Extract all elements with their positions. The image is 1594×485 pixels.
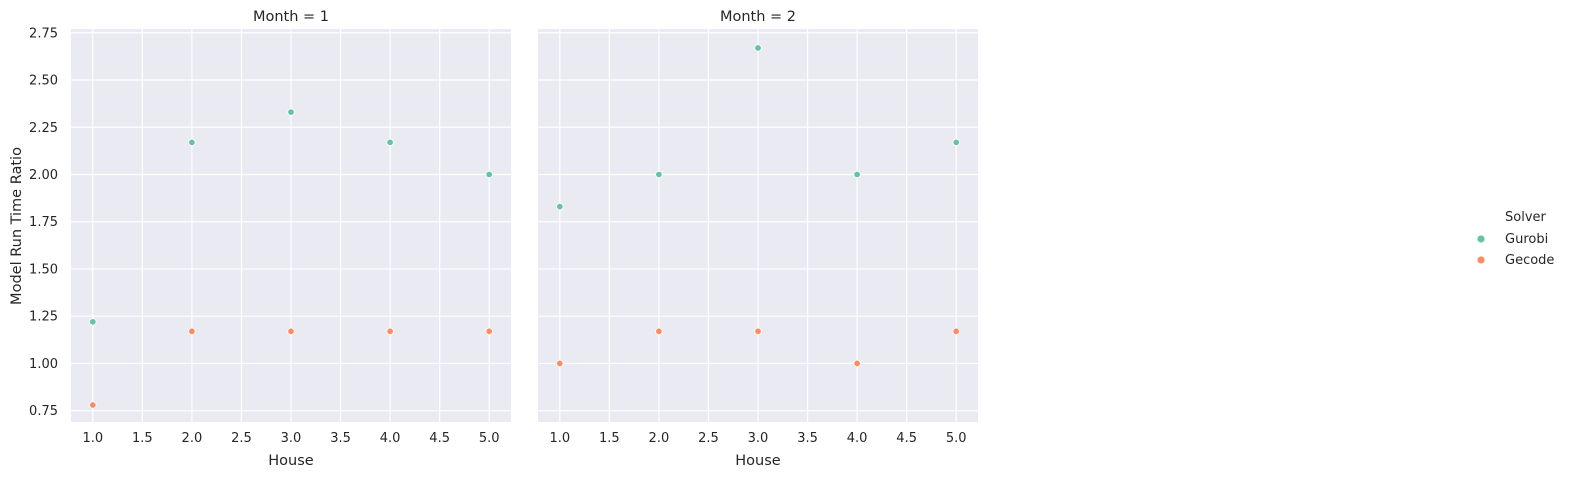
series-gurobi: [89, 108, 493, 326]
series-gurobi: [556, 44, 960, 211]
facet-title: Month = 1: [253, 9, 329, 25]
data-point-gecode: [853, 359, 861, 368]
data-point-gurobi: [853, 170, 861, 179]
gridlines: [71, 29, 511, 422]
y-axis-label: Model Run Time Ratio: [9, 147, 25, 305]
y-tick-label: 2.75: [29, 26, 58, 41]
facet-panel-2: 1.0 1.5 2.0 2.5 3.0 3.5 4.0 4.5 5.0 House Month = …: [538, 9, 978, 469]
y-tick-label: 1.25: [29, 310, 58, 325]
facet-title: Month = 2: [720, 9, 796, 25]
data-point-gecode: [952, 327, 960, 336]
x-tick-label: 2.0: [649, 431, 670, 446]
x-axis-label: House: [735, 453, 781, 469]
data-point-gurobi: [655, 170, 663, 179]
x-tick-label: 4.0: [847, 431, 868, 446]
y-tick-label: 1.50: [29, 262, 58, 277]
series-gecode: [556, 327, 960, 368]
data-point-gecode: [188, 327, 196, 336]
data-point-gurobi: [485, 170, 493, 179]
x-tick-label: 1.0: [82, 431, 103, 446]
x-tick-label: 1.5: [132, 431, 153, 446]
legend-label: Gurobi: [1505, 232, 1548, 247]
y-tick-label: 1.00: [29, 357, 58, 372]
series-gecode: [89, 327, 493, 409]
data-point-gecode: [556, 359, 564, 368]
legend-marker: [1476, 234, 1486, 244]
gridlines: [538, 29, 978, 422]
x-tick-label: 2.5: [231, 431, 252, 446]
data-point-gecode: [485, 327, 493, 336]
x-tick-label: 3.0: [748, 431, 769, 446]
x-tick-label: 3.0: [281, 431, 302, 446]
facet-panel-1: 1.0 1.5 2.0 2.5 3.0 3.5 4.0 4.5 5.0 0.75 1.00 1.25 1…: [29, 9, 511, 469]
data-point-gecode: [754, 327, 762, 336]
data-point-gecode: [89, 401, 97, 409]
legend-label: Gecode: [1505, 253, 1554, 268]
data-point-gurobi: [754, 44, 762, 52]
data-point-gurobi: [952, 138, 960, 147]
legend-entry-gecode: Gecode: [1476, 253, 1554, 268]
x-tick-label: 5.0: [946, 431, 967, 446]
data-point-gurobi: [386, 138, 394, 147]
data-point-gurobi: [556, 202, 564, 211]
x-tick-label: 3.5: [797, 431, 818, 446]
legend-entries: Gurobi Gecode: [1476, 232, 1554, 268]
data-point-gecode: [655, 327, 663, 336]
data-point-gurobi: [287, 108, 295, 116]
data-point-gurobi: [89, 318, 97, 326]
x-tick-label: 2.5: [698, 431, 719, 446]
data-point-gecode: [386, 327, 394, 336]
y-tick-label: 2.25: [29, 121, 58, 136]
x-tick-label: 4.0: [380, 431, 401, 446]
legend-marker: [1476, 255, 1486, 265]
x-axis-label: House: [268, 453, 314, 469]
x-tick-label: 5.0: [479, 431, 500, 446]
legend: Solver Gurobi Gecode: [1476, 210, 1554, 268]
y-tick-label: 0.75: [29, 404, 58, 419]
y-tick-label: 2.50: [29, 74, 58, 89]
y-tick-label: 2.00: [29, 168, 58, 183]
x-tick-label: 3.5: [330, 431, 351, 446]
x-tick-label: 1.5: [599, 431, 620, 446]
data-point-gecode: [287, 327, 295, 336]
data-point-gurobi: [188, 138, 196, 147]
x-tick-label: 1.0: [549, 431, 570, 446]
x-tick-label: 4.5: [429, 431, 450, 446]
x-tick-label: 4.5: [896, 431, 917, 446]
y-tick-label: 1.75: [29, 215, 58, 230]
facets-group: 1.0 1.5 2.0 2.5 3.0 3.5 4.0 4.5 5.0 0.75 1.00 1.25 1…: [29, 9, 978, 469]
legend-entry-gurobi: Gurobi: [1476, 232, 1548, 247]
legend-title: Solver: [1505, 210, 1547, 225]
x-tick-label: 2.0: [182, 431, 203, 446]
